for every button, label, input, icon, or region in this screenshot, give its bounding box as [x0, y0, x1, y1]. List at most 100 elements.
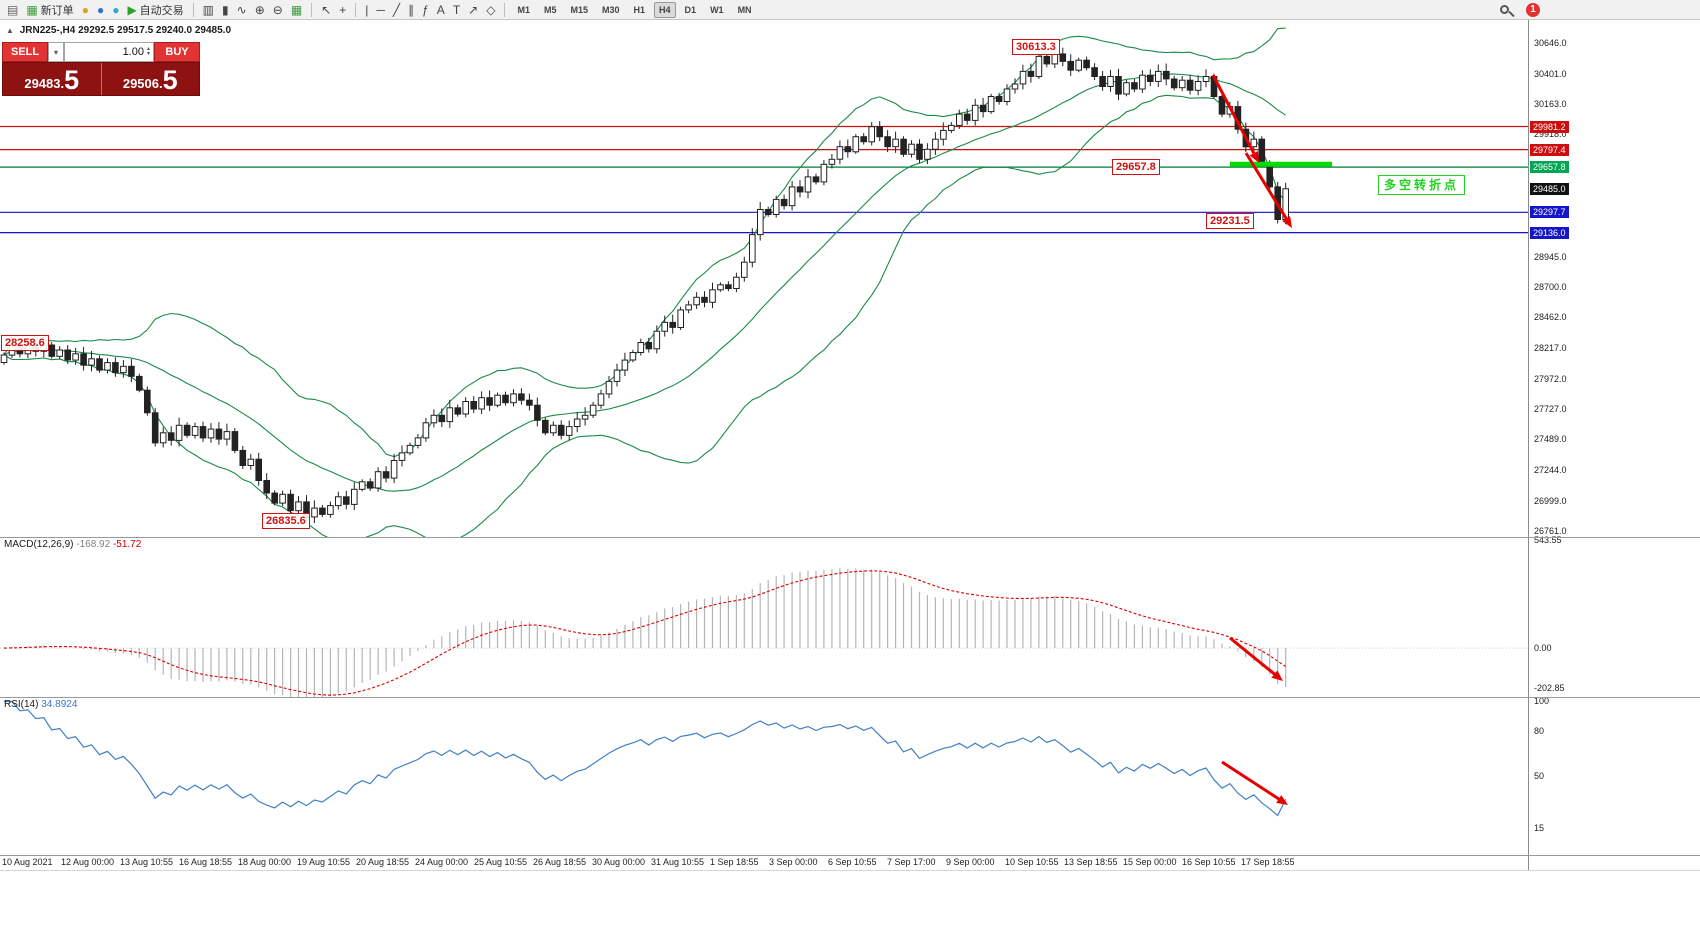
cursor-icon: ↖: [321, 2, 332, 17]
main-chart-panel[interactable]: [0, 20, 1528, 543]
line-chart-icon: ∿: [236, 2, 247, 17]
trend-arrow[interactable]: [1211, 74, 1259, 163]
zoom-out-icon[interactable]: ⊖: [270, 1, 286, 19]
candlestick-chart-icon: ▮: [222, 2, 229, 17]
arrows-tool-icon[interactable]: ↗: [465, 1, 481, 19]
price-tick: 26761.0: [1534, 526, 1567, 536]
text-label-icon[interactable]: T: [450, 1, 463, 19]
vertical-line-icon[interactable]: |: [362, 1, 371, 19]
toolbar-separator: [504, 2, 506, 17]
price-tick: 30163.0: [1534, 99, 1567, 109]
horizontal-line-icon[interactable]: ─: [373, 1, 388, 19]
macd-panel[interactable]: [0, 537, 1528, 700]
time-label: 3 Sep 00:00: [769, 857, 818, 867]
notification-badge[interactable]: 1: [1526, 2, 1540, 17]
arrows-tool-icon: ↗: [468, 2, 479, 17]
time-label: 12 Aug 00:00: [61, 857, 115, 867]
search-icon[interactable]: [1497, 1, 1518, 19]
sell-price[interactable]: 29483. 5: [3, 63, 101, 95]
new-order-button[interactable]: ▦ 新订单: [23, 1, 76, 19]
sell-price-big: 5: [64, 65, 80, 95]
buy-button[interactable]: BUY: [154, 42, 200, 62]
volume-up-stepper[interactable]: ▴: [146, 46, 150, 52]
magnifier-glass: [1500, 5, 1509, 14]
macd-tick: 543.55: [1534, 535, 1562, 545]
symbol-header: ▲ JRN225-,H4 29292.5 29517.5 29240.0 294…: [6, 25, 231, 36]
messages-icon: ●: [112, 2, 120, 17]
messages-icon[interactable]: ●: [109, 1, 122, 19]
macd-trend-arrow[interactable]: [1229, 636, 1283, 681]
chart-window-icon[interactable]: ▤: [4, 1, 21, 19]
price-tick: 27972.0: [1534, 374, 1567, 384]
time-label: 10 Aug 2021: [2, 857, 53, 867]
text-icon[interactable]: A: [434, 1, 448, 19]
panel-divider[interactable]: [0, 537, 1700, 538]
volume-value: 1.00: [122, 46, 144, 58]
bar-chart-icon[interactable]: ▥: [200, 1, 217, 19]
volume-input[interactable]: 1.00 ▴ ▾: [64, 42, 154, 62]
symbol-name: JRN225-,H4: [19, 25, 76, 36]
rsi-trend-arrow[interactable]: [1221, 760, 1288, 805]
price-badge: 29981.2: [1530, 121, 1569, 133]
timeframe-d1[interactable]: D1: [684, 4, 697, 15]
rsi-label: RSI(14) 34.8924: [4, 699, 77, 710]
magnifier-handle: [1508, 10, 1515, 18]
auto-trading-button[interactable]: ▶ 自动交易: [124, 1, 186, 19]
crosshair-icon[interactable]: +: [336, 1, 349, 19]
candlestick-chart-icon[interactable]: ▮: [219, 1, 232, 19]
timeframe-h1[interactable]: H1: [633, 4, 646, 15]
price-badge: 29297.7: [1530, 206, 1569, 218]
macd-name: MACD(12,26,9): [4, 539, 74, 550]
horizontal-line-icon: ─: [376, 2, 385, 17]
community-icon[interactable]: ●: [94, 1, 107, 19]
price-axis[interactable]: 30646.0 30401.0 30163.0 29918.0 28945.0 28700…: [1528, 20, 1700, 871]
buy-price[interactable]: 29506. 5: [102, 63, 200, 95]
coins-icon[interactable]: ●: [79, 1, 92, 19]
toolbar: ▤ ▦ 新订单 ● ● ● ▶ 自动交易 ▥ ▮ ∿ ⊕ ⊖ ▦ ↖ + | ─ ╱ ∥ ƒ A T ↗ ◇ M1 M5 M15 M30…: [0, 0, 1700, 20]
timeframe-m5[interactable]: M5: [543, 4, 557, 15]
price-tick: 27244.0: [1534, 465, 1567, 475]
timeframe-w1[interactable]: W1: [710, 4, 724, 15]
volume-down-stepper[interactable]: ▾: [146, 51, 150, 57]
bar-chart-icon: ▥: [202, 2, 215, 17]
equidistant-channel-icon[interactable]: ∥: [405, 1, 417, 19]
timeframe-h4[interactable]: H4: [654, 1, 676, 18]
time-label: 20 Aug 18:55: [356, 857, 410, 867]
panel-divider[interactable]: [0, 697, 1700, 698]
vertical-line-icon: |: [365, 2, 369, 17]
sell-button[interactable]: SELL: [2, 42, 48, 62]
price-tick: 26999.0: [1534, 496, 1567, 506]
time-label: 24 Aug 00:00: [415, 857, 469, 867]
rsi-name: RSI(14): [4, 699, 39, 710]
price-tick: 28945.0: [1534, 252, 1567, 262]
macd-label: MACD(12,26,9) -168.92 -51.72: [4, 539, 141, 550]
timeframe-m1[interactable]: M1: [517, 4, 530, 15]
line-chart-icon[interactable]: ∿: [234, 1, 250, 19]
rsi-value: 34.8924: [41, 699, 78, 710]
timeframe-mn[interactable]: MN: [737, 4, 752, 15]
time-label: 26 Aug 18:55: [533, 857, 587, 867]
time-axis[interactable]: 10 Aug 2021 12 Aug 00:00 13 Aug 10:55 16 Au…: [0, 856, 1700, 871]
volume-dropdown[interactable]: ▾: [48, 42, 64, 62]
fibonacci-icon: ƒ: [422, 2, 429, 17]
chevron-down-icon: ▾: [53, 48, 58, 57]
tile-windows-icon[interactable]: ▦: [288, 1, 305, 19]
rsi-line: [4, 700, 1287, 817]
shapes-icon[interactable]: ◇: [483, 1, 498, 19]
rsi-tick: 100: [1534, 696, 1550, 706]
cursor-icon[interactable]: ↖: [318, 1, 334, 19]
trendline-icon[interactable]: ╱: [390, 1, 403, 19]
timeframe-m15[interactable]: M15: [570, 4, 588, 15]
rsi-tick: 50: [1534, 771, 1545, 781]
time-label: 16 Aug 18:55: [179, 857, 233, 867]
rsi-panel[interactable]: [0, 697, 1528, 855]
zoom-in-icon[interactable]: ⊕: [252, 1, 268, 19]
fibonacci-icon[interactable]: ƒ: [419, 1, 432, 19]
price-badge: 29136.0: [1530, 227, 1569, 239]
chart-window-icon: ▤: [7, 2, 19, 17]
price-badge: 29657.8: [1530, 161, 1569, 173]
trend-arrow[interactable]: [1244, 152, 1292, 228]
shapes-icon: ◇: [486, 2, 496, 17]
timeframe-m30[interactable]: M30: [602, 4, 620, 15]
tile-windows-icon: ▦: [290, 2, 303, 17]
